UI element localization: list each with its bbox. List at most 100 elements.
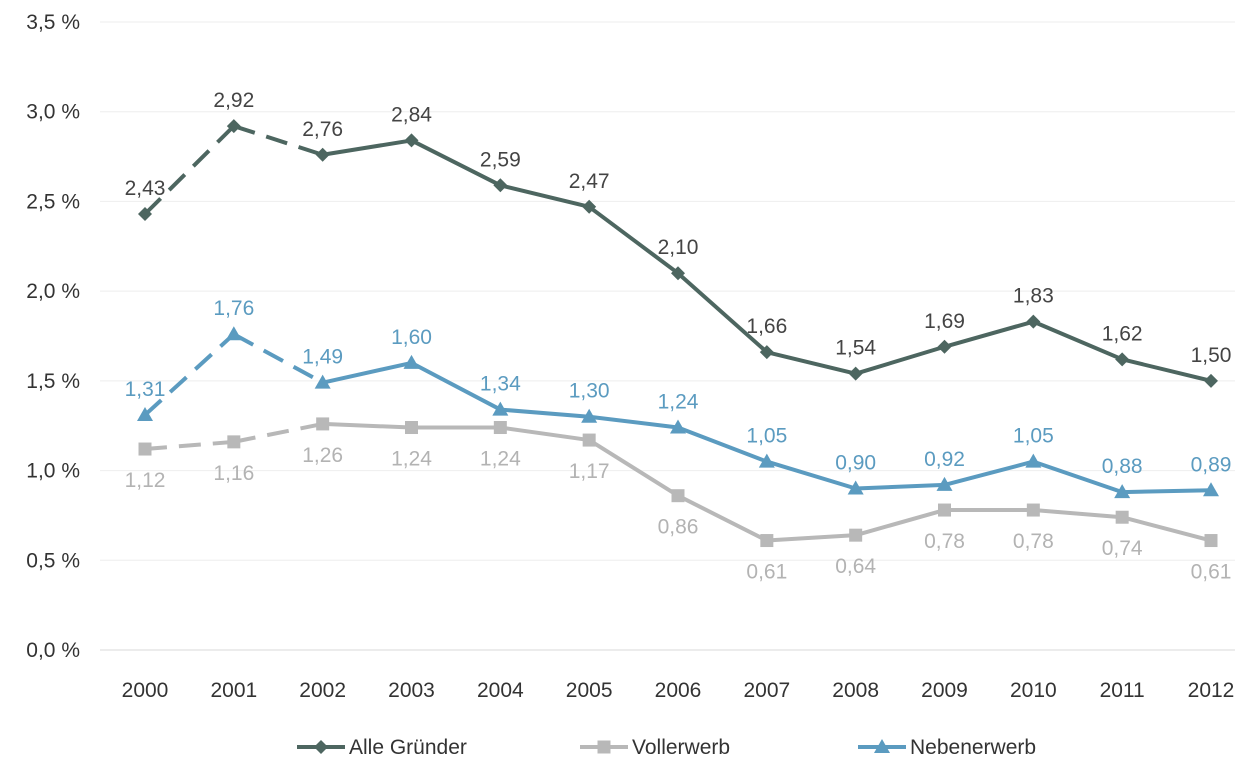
series-line-segment (498, 425, 592, 443)
series-line-segment (587, 204, 680, 276)
x-tick-label: 2006 (655, 679, 702, 702)
series-line-segment (1031, 508, 1125, 520)
data-point (1115, 510, 1129, 524)
legend-label: Alle Gründer (349, 736, 467, 759)
data-label: 1,60 (391, 326, 432, 349)
series-line-segment (676, 493, 769, 543)
series-line-segment (764, 459, 858, 491)
data-point (405, 421, 418, 435)
series-line-segment (498, 407, 592, 419)
legend-item: Vollerwerb (580, 736, 730, 759)
x-tick-label: 2001 (210, 679, 257, 702)
data-point (671, 266, 685, 281)
x-tick-label: 2008 (832, 679, 879, 702)
data-point (758, 453, 775, 468)
data-point (847, 480, 864, 495)
data-point (227, 435, 241, 449)
data-point (582, 199, 597, 214)
data-label: 1,16 (213, 462, 254, 485)
legend-label: Vollerwerb (632, 736, 730, 759)
x-tick-label: 2012 (1188, 679, 1235, 702)
legend-item: Nebenerwerb (858, 736, 1036, 759)
data-point (581, 408, 598, 423)
data-point (1203, 482, 1219, 497)
data-point (493, 421, 507, 435)
series-line-segment (232, 332, 324, 385)
series-line-segment (143, 332, 236, 417)
data-label: 0,88 (1102, 455, 1143, 478)
data-label: 1,24 (391, 448, 432, 471)
data-label: 2,43 (125, 177, 166, 200)
series-line-segment (764, 533, 858, 543)
series-line-segment (233, 124, 324, 157)
legend: Alle Gründer Vollerwerb Nebenerwerb (297, 736, 1036, 759)
data-label: 2,76 (302, 118, 343, 141)
data-label: 0,86 (658, 516, 699, 539)
data-point (1026, 503, 1040, 517)
data-label: 1,83 (1013, 285, 1054, 308)
data-label: 0,74 (1102, 537, 1143, 560)
series-line-segment (853, 482, 947, 491)
x-tick-label: 2010 (1010, 679, 1057, 702)
data-point (1114, 484, 1131, 499)
data-label: 1,26 (302, 444, 343, 467)
data-label: 1,50 (1191, 344, 1232, 367)
series-line-segment (587, 414, 680, 430)
series-line-segment (1120, 357, 1213, 383)
data-label: 2,47 (569, 170, 610, 193)
y-tick-label: 0,5 % (26, 549, 80, 572)
data-point (404, 133, 419, 148)
y-tick-label: 1,5 % (26, 370, 80, 393)
data-label: 0,64 (835, 555, 876, 578)
data-point (937, 339, 952, 354)
data-label: 1,05 (1013, 425, 1054, 448)
y-tick-label: 3,0 % (26, 101, 80, 124)
series-alle-gr-nder (138, 119, 1218, 388)
data-label: 1,31 (125, 378, 166, 401)
data-point (848, 366, 863, 381)
data-point (938, 503, 951, 517)
data-point (138, 206, 152, 221)
data-label: 0,78 (1013, 530, 1054, 553)
series-layer (137, 119, 1219, 548)
data-point (315, 147, 330, 162)
data-label: 2,84 (391, 103, 432, 126)
data-label: 1,49 (302, 346, 343, 369)
data-label: 1,24 (658, 391, 699, 414)
grid-layer (100, 21, 1235, 651)
data-point (403, 354, 420, 369)
data-point (1115, 352, 1130, 367)
series-line-segment (853, 508, 947, 538)
data-point (582, 433, 596, 447)
data-label: 0,92 (924, 448, 965, 471)
legend-marker (314, 740, 328, 754)
data-label: 1,69 (924, 310, 965, 333)
data-point (670, 419, 686, 434)
data-point (936, 476, 953, 491)
series-line-segment (853, 344, 947, 376)
data-label: 1,62 (1102, 322, 1143, 345)
data-point (314, 374, 331, 389)
series-line-segment (1120, 488, 1213, 495)
data-point (1204, 534, 1218, 548)
series-line-segment (320, 360, 414, 385)
data-label: 0,61 (1191, 561, 1232, 584)
data-point (225, 326, 242, 341)
data-point (492, 401, 509, 416)
data-point (1204, 373, 1218, 388)
data-label: 1,05 (746, 425, 787, 448)
y-tick-label: 3,5 % (26, 11, 80, 34)
data-label: 0,61 (746, 561, 787, 584)
y-axis: 0,0 % 0,5 % 1,0 % 1,5 % 2,0 % 2,5 % 3,0 % 3,5 % (26, 11, 80, 662)
data-label: 1,12 (125, 469, 166, 492)
x-tick-label: 2005 (566, 679, 613, 702)
data-point (226, 119, 241, 134)
data-point (760, 534, 774, 548)
data-point (1025, 453, 1042, 468)
data-point (759, 345, 774, 360)
data-label: 2,92 (213, 89, 254, 112)
legend-item: Alle Gründer (297, 736, 467, 759)
series-line-segment (320, 138, 414, 157)
